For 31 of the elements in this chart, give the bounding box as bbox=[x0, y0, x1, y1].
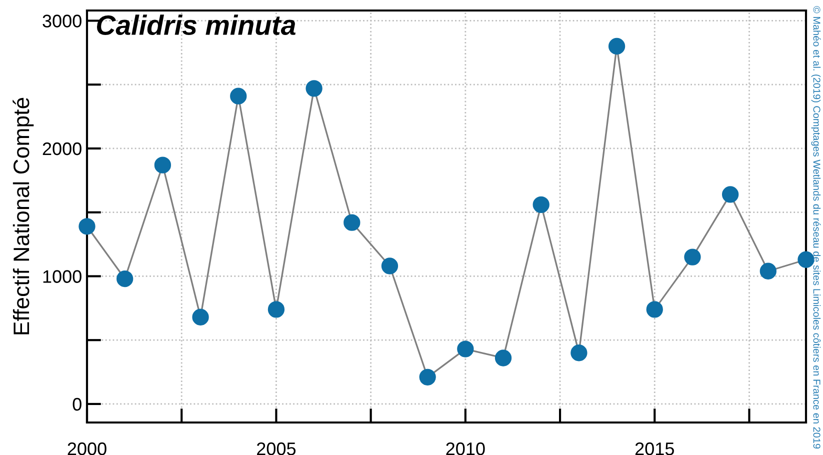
x-tick-label: 2005 bbox=[257, 442, 296, 455]
point bbox=[306, 80, 322, 97]
chart-title: Calidris minuta bbox=[96, 14, 296, 36]
point bbox=[154, 156, 172, 174]
point bbox=[78, 218, 96, 235]
y-tick-label: 1000 bbox=[43, 270, 82, 283]
point bbox=[419, 368, 436, 386]
point bbox=[760, 262, 776, 280]
y-axis-title: Effectif National Compté bbox=[12, 98, 34, 334]
point bbox=[646, 301, 663, 318]
point bbox=[230, 88, 247, 104]
point bbox=[116, 270, 134, 288]
x-tick-label: 2015 bbox=[635, 442, 674, 455]
y-tick-label: 2000 bbox=[42, 142, 82, 156]
x-tick-label: 2000 bbox=[68, 442, 106, 455]
point bbox=[344, 214, 360, 231]
point bbox=[381, 258, 398, 274]
point bbox=[684, 248, 701, 266]
point bbox=[457, 340, 474, 358]
point bbox=[608, 38, 626, 55]
point bbox=[494, 350, 512, 366]
y-tick-label: 0 bbox=[72, 398, 82, 411]
point bbox=[268, 301, 285, 318]
y-tick-label: 3000 bbox=[42, 14, 82, 28]
x-tick-label: 2010 bbox=[446, 442, 485, 455]
point bbox=[192, 308, 209, 326]
text: © Mahéo et al. (2019) Comptages Wetlands du réseau de sites Limicoles côtiers en France en 2019 bbox=[811, 6, 821, 449]
point bbox=[722, 186, 739, 203]
point bbox=[798, 251, 814, 268]
point bbox=[570, 344, 588, 362]
point bbox=[532, 196, 550, 214]
